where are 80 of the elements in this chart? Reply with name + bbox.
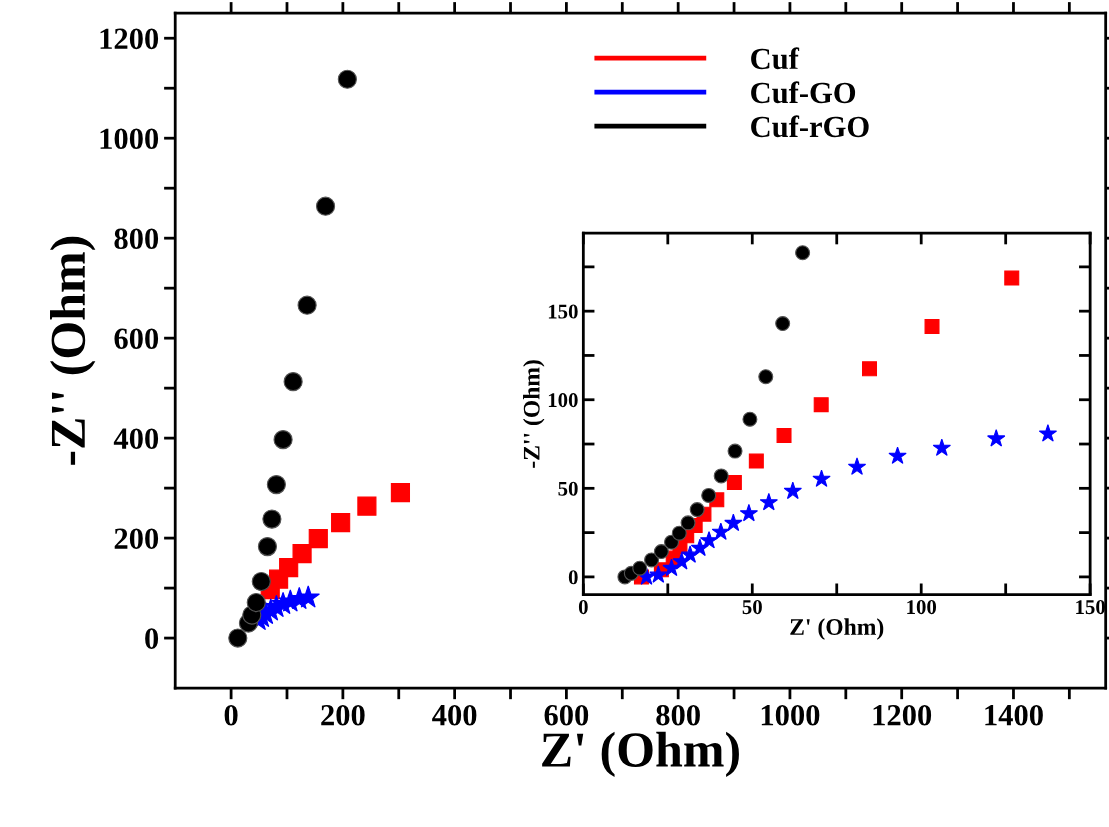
y-tick-label: 0 [568,570,578,585]
point [390,483,411,503]
legend-label: Cuf [751,47,800,70]
y-axis-title: -Z'' (Ohm) [523,360,545,468]
x-tick-label: 1400 [985,704,1043,726]
point [257,537,278,557]
point [713,468,729,484]
point [296,585,320,608]
point [1004,270,1020,286]
point [279,558,299,578]
point [689,502,705,518]
point [724,513,743,532]
point [649,565,668,583]
point [262,509,282,529]
point [775,316,791,332]
point [690,538,710,557]
point [671,525,687,541]
point [847,457,867,475]
point [726,474,742,490]
x-tick-label: 50 [742,600,762,615]
x-tick-label: 0 [224,704,238,726]
point [273,430,293,450]
point [795,245,811,261]
point [315,196,336,216]
point [742,411,758,427]
point [680,515,696,531]
y-tick-label: 1000 [100,128,159,150]
point [632,560,648,576]
point [711,522,730,540]
point [776,428,792,444]
x-tick-label: 1000 [761,704,820,726]
point [1038,424,1058,442]
point [297,295,317,315]
x-tick-label: 400 [432,704,477,726]
y-tick-label: 600 [114,328,159,350]
point [783,481,802,500]
point [266,475,286,495]
point [653,544,669,560]
point [748,453,764,469]
y-tick-label: 50 [558,481,578,496]
point [862,361,878,377]
point [727,443,743,459]
y-tick-label: 0 [145,628,159,649]
point [759,492,778,511]
y-tick-label: 800 [114,228,159,250]
point [701,487,717,503]
point [331,513,351,533]
x-tick-label: 0 [578,600,588,615]
legend-label: Cuf-rGO [751,115,869,138]
y-tick-label: 400 [113,428,159,450]
point [644,552,660,568]
point [987,429,1006,447]
point [812,469,831,487]
point [813,397,829,413]
point [924,318,940,334]
y-tick-label: 100 [548,393,578,408]
x-tick-label: 1200 [873,704,932,726]
y-tick-label: 200 [114,528,159,549]
y-tick-label: 150 [548,304,578,319]
point [337,69,357,89]
point [739,503,759,522]
x-axis-title: Z' (Ohm) [790,618,884,640]
x-axis-title: Z' (Ohm) [542,731,739,778]
x-tick-label: 100 [907,600,937,615]
point [283,372,303,392]
point [888,446,907,464]
y-tick-label: 1200 [100,28,159,50]
point [251,572,271,592]
point [699,530,719,549]
point [292,544,312,564]
legend-label: Cuf-GO [751,81,856,104]
x-tick-label: 800 [656,704,700,726]
point [758,369,774,385]
point [932,438,951,456]
y-axis-title: -Z'' (Ohm) [50,236,96,465]
point [357,496,377,516]
point [308,529,328,549]
point [246,593,266,613]
point [228,628,248,648]
x-tick-label: 200 [321,704,365,726]
